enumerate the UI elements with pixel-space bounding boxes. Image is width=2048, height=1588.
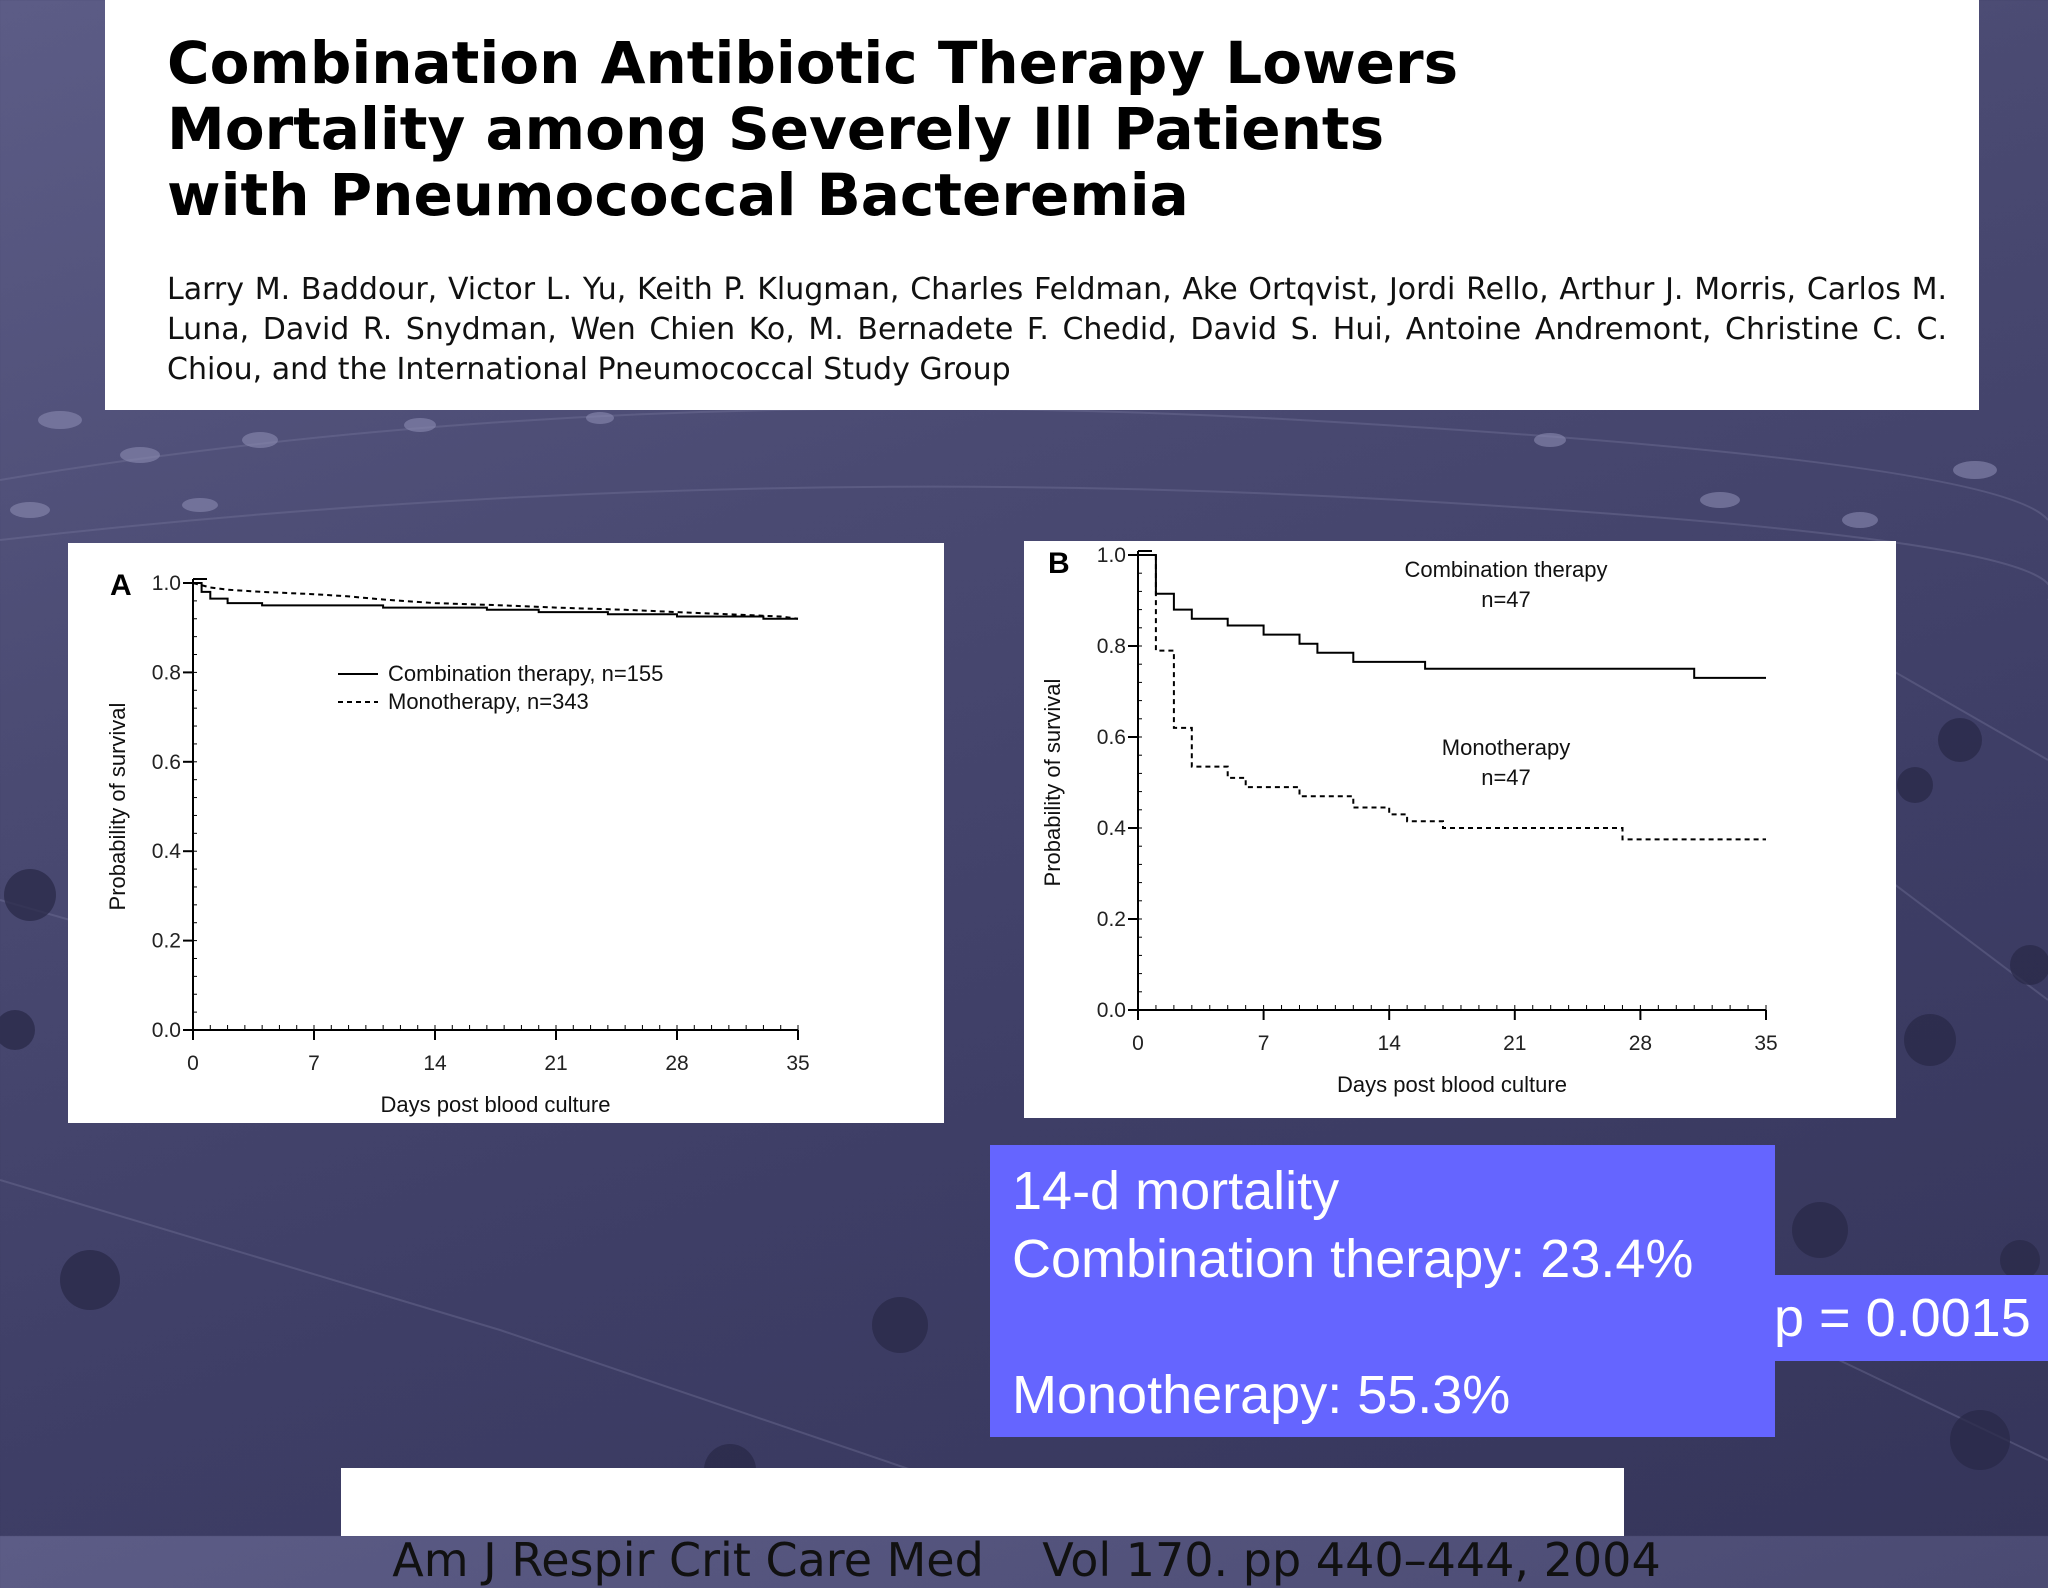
y-axis-label: Probability of survival: [1040, 679, 1065, 887]
survival-chart-b: B 0.0 0.2 0.4 0.6 0.8 1.0 0 7 14 21 28 35 Days post b…: [1040, 544, 1778, 1097]
y-tick-label: 0.0: [152, 1019, 181, 1042]
y-tick-label: 0.2: [152, 930, 181, 953]
stats-monotherapy-mortality: Monotherapy: 55.3%: [1012, 1365, 1511, 1425]
monotherapy-n-label: n=47: [1481, 765, 1531, 790]
y-tick-label: 0.8: [152, 661, 181, 684]
p-value: p = 0.0015: [1774, 1288, 2031, 1348]
y-tick-label: 0.6: [152, 751, 181, 774]
article-title: Combination Antibiotic Therapy Lowers Mo…: [167, 29, 1459, 229]
monotherapy-series-label: Monotherapy: [1442, 735, 1570, 760]
x-tick-label: 7: [308, 1052, 320, 1075]
panel-label: A: [110, 569, 132, 602]
legend-combination-label: Combination therapy, n=155: [388, 661, 663, 686]
chart-a-panel: A 0.0 0.2 0.4 0.6 0.8 1.0 0 7 14 21 28 35 Days post b…: [68, 543, 944, 1123]
x-tick-label: 14: [423, 1052, 447, 1075]
citation-box: Am J Respir Crit Care Med Vol 170. pp 44…: [341, 1468, 1661, 1587]
combination-survival-line: [1138, 554, 1766, 679]
y-tick-label: 0.6: [1097, 726, 1126, 749]
x-axis-label: Days post blood culture: [381, 1092, 611, 1117]
combination-series-label: Combination therapy: [1404, 557, 1607, 582]
y-tick-label: 1.0: [1097, 544, 1126, 567]
panel-label: B: [1048, 547, 1070, 580]
x-tick-label: 7: [1258, 1032, 1270, 1055]
y-tick-label: 0.4: [152, 840, 182, 863]
article-authors: Larry M. Baddour, Victor L. Yu, Keith P.…: [167, 272, 1947, 387]
y-axis-label: Probability of survival: [105, 703, 130, 911]
article-header: Combination Antibiotic Therapy Lowers Mo…: [105, 0, 1979, 410]
x-tick-label: 28: [665, 1052, 688, 1075]
x-tick-label: 35: [1754, 1032, 1777, 1055]
x-tick-label: 35: [786, 1052, 809, 1075]
monotherapy-survival-line: [1138, 554, 1766, 841]
monotherapy-survival-line: [192, 582, 799, 620]
combination-n-label: n=47: [1481, 587, 1531, 612]
survival-chart-a: A 0.0 0.2 0.4 0.6 0.8 1.0 0 7 14 21 28 35 Days post b…: [105, 569, 810, 1117]
y-tick-label: 1.0: [152, 572, 181, 595]
citation-text: Am J Respir Crit Care Med Vol 170. pp 44…: [392, 1533, 1661, 1587]
x-tick-label: 0: [187, 1052, 199, 1075]
combination-survival-line: [193, 582, 798, 620]
x-axis-label: Days post blood culture: [1337, 1072, 1567, 1097]
mortality-stats-box: 14-d mortality Combination therapy: 23.4…: [990, 1145, 1775, 1437]
x-tick-label: 21: [1503, 1032, 1526, 1055]
chart-b-panel: B 0.0 0.2 0.4 0.6 0.8 1.0 0 7 14 21 28 35 Days post b…: [1024, 541, 1896, 1118]
y-tick-label: 0.2: [1097, 908, 1126, 931]
legend-monotherapy-label: Monotherapy, n=343: [388, 689, 589, 714]
stats-heading: 14-d mortality: [1012, 1161, 1340, 1221]
x-tick-label: 28: [1629, 1032, 1652, 1055]
x-tick-label: 14: [1378, 1032, 1402, 1055]
y-tick-label: 0.8: [1097, 635, 1126, 658]
stats-spacer: [1012, 1293, 1775, 1361]
y-tick-label: 0.0: [1097, 999, 1126, 1022]
p-value-box: p = 0.0015: [1764, 1275, 2048, 1361]
x-tick-label: 0: [1132, 1032, 1144, 1055]
x-tick-label: 21: [544, 1052, 567, 1075]
stats-combination-mortality: Combination therapy: 23.4%: [1012, 1229, 1694, 1289]
y-tick-label: 0.4: [1097, 817, 1127, 840]
